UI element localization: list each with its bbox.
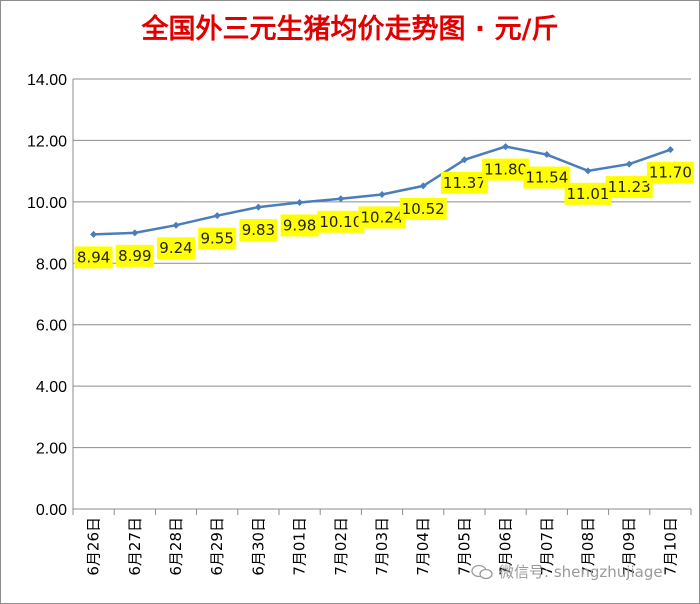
y-tick-label: 14.00 bbox=[27, 72, 67, 89]
y-tick-label: 0.00 bbox=[36, 502, 67, 519]
data-point bbox=[584, 167, 592, 175]
x-tick-label: 6月28日 bbox=[167, 517, 185, 576]
y-tick-label: 6.00 bbox=[36, 318, 67, 335]
x-tick-label: 6月29日 bbox=[208, 517, 226, 576]
x-tick-label: 6月30日 bbox=[249, 517, 267, 576]
data-label: 9.98 bbox=[283, 216, 316, 234]
data-label: 11.01 bbox=[567, 185, 610, 203]
data-label: 10.24 bbox=[361, 208, 404, 226]
data-label: 9.55 bbox=[200, 230, 233, 248]
data-point bbox=[254, 203, 262, 211]
data-point bbox=[172, 221, 180, 229]
data-point bbox=[296, 198, 304, 206]
y-tick-label: 2.00 bbox=[36, 441, 67, 458]
data-point bbox=[625, 160, 633, 168]
data-label-bg bbox=[239, 219, 278, 242]
data-point bbox=[543, 151, 551, 159]
data-label-bg bbox=[317, 210, 365, 233]
data-label: 11.70 bbox=[649, 164, 692, 182]
data-label-bg bbox=[115, 244, 154, 267]
x-tick-label: 7月05日 bbox=[455, 517, 473, 576]
x-tick-label: 7月08日 bbox=[579, 517, 597, 576]
data-point bbox=[131, 229, 139, 237]
watermark-text: 微信号: shengzhujiage bbox=[499, 563, 663, 581]
y-tick-label: 10.00 bbox=[27, 195, 67, 212]
y-tick-label: 4.00 bbox=[36, 379, 67, 396]
data-point bbox=[378, 190, 386, 198]
data-point bbox=[460, 156, 468, 164]
data-label-bg bbox=[646, 161, 694, 184]
data-point bbox=[419, 182, 427, 190]
y-tick-label: 12.00 bbox=[27, 133, 67, 150]
data-label-bg bbox=[605, 176, 653, 199]
data-label-bg bbox=[157, 237, 195, 260]
data-label: 11.80 bbox=[484, 161, 527, 179]
data-point bbox=[502, 143, 510, 151]
x-tick-label: 6月27日 bbox=[126, 517, 144, 576]
data-label-bg bbox=[198, 227, 237, 250]
data-label-bg bbox=[74, 246, 113, 269]
watermark: 微信号: shengzhujiage bbox=[471, 561, 663, 582]
wechat-icon bbox=[471, 564, 493, 580]
x-tick-label: 7月04日 bbox=[414, 517, 432, 576]
data-point bbox=[213, 212, 221, 220]
data-label: 10.10 bbox=[319, 213, 362, 231]
data-label: 11.37 bbox=[443, 174, 486, 192]
data-point bbox=[337, 195, 345, 203]
data-label-bg bbox=[523, 166, 571, 189]
y-tick-label: 8.00 bbox=[36, 256, 67, 273]
data-label-bg bbox=[358, 206, 406, 229]
x-tick-label: 7月10日 bbox=[661, 517, 679, 576]
data-label: 11.54 bbox=[525, 169, 568, 187]
data-label: 9.24 bbox=[159, 239, 192, 257]
x-tick-label: 7月09日 bbox=[620, 517, 638, 576]
data-label: 11.23 bbox=[608, 178, 651, 196]
data-label: 8.94 bbox=[77, 248, 110, 266]
chart-title: 全国外三元生猪均价走势图 · 元/斤 bbox=[141, 14, 559, 45]
data-label-bg bbox=[564, 182, 612, 205]
data-label: 10.52 bbox=[402, 200, 445, 218]
data-label: 9.83 bbox=[242, 221, 275, 239]
data-label-bg bbox=[440, 171, 488, 194]
data-label: 8.99 bbox=[118, 247, 151, 265]
data-label-bg bbox=[280, 214, 319, 237]
x-tick-label: 6月26日 bbox=[85, 517, 103, 576]
x-tick-label: 7月07日 bbox=[538, 517, 556, 576]
data-label-bg bbox=[399, 197, 447, 220]
x-tick-label: 7月01日 bbox=[291, 517, 309, 576]
x-tick-label: 7月03日 bbox=[373, 517, 391, 576]
data-label-bg bbox=[482, 158, 530, 181]
data-point bbox=[666, 146, 674, 154]
x-tick-label: 7月06日 bbox=[497, 517, 515, 576]
x-tick-label: 7月02日 bbox=[332, 517, 350, 576]
data-point bbox=[90, 230, 98, 238]
